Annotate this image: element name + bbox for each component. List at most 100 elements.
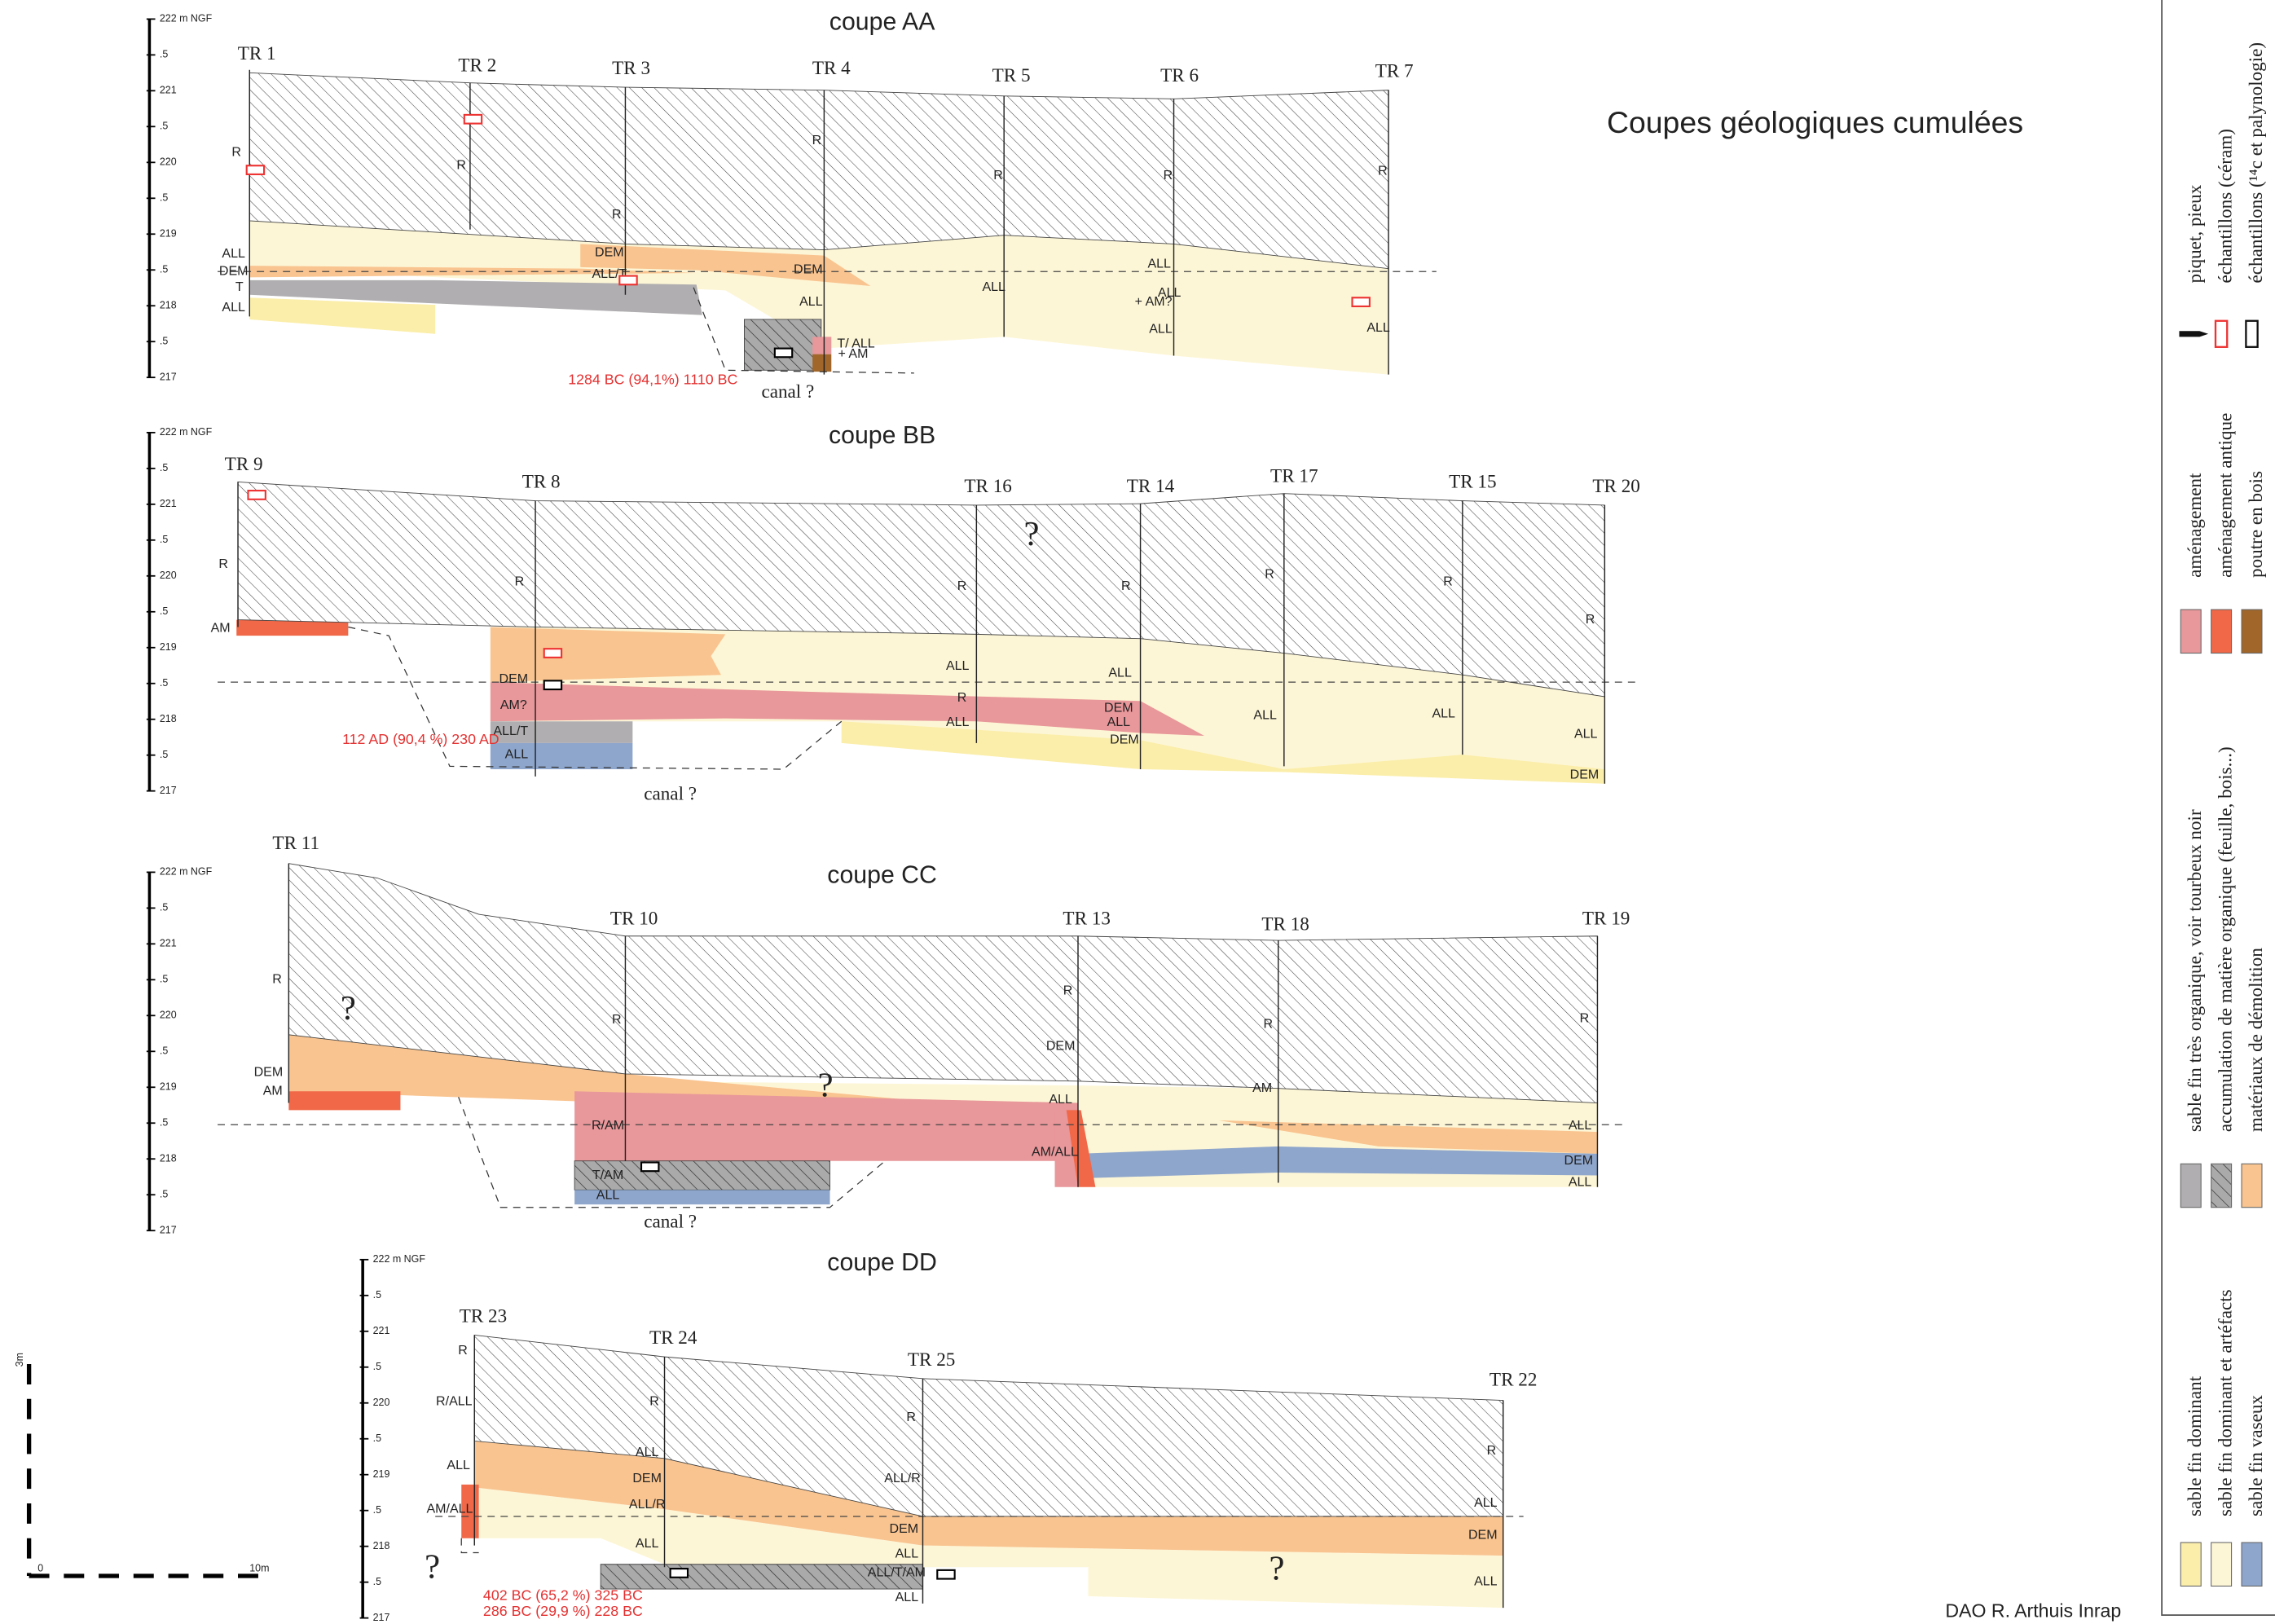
legend-label: échantillons (céram) <box>2216 129 2237 283</box>
layer <box>249 279 702 315</box>
layer-label: DEM <box>1564 1153 1594 1168</box>
sample <box>1351 297 1371 308</box>
layer-label: T/ ALL <box>837 336 874 350</box>
layer-label: ALL <box>895 1547 919 1561</box>
legend-label: matériaux de démolition <box>2246 948 2267 1132</box>
depth-label: .5 <box>373 1504 381 1516</box>
depth-label: .5 <box>160 974 168 985</box>
layer-label: DEM <box>1046 1038 1076 1053</box>
question-mark: ? <box>818 1067 834 1105</box>
trench-label: TR 7 <box>1375 61 1414 82</box>
layer <box>841 721 1605 784</box>
legend-swatch <box>2180 1163 2202 1208</box>
depth-label: 217 <box>373 1612 390 1623</box>
layer-label: DEM <box>499 671 529 686</box>
layer-label: ALL <box>1574 726 1598 741</box>
layer-label: ALL <box>636 1536 659 1551</box>
trench-label: TR 11 <box>272 833 319 854</box>
depth-label: .5 <box>373 1576 381 1587</box>
depth-label: .5 <box>160 1189 168 1200</box>
trench-label: TR 14 <box>1127 476 1175 497</box>
section-title: coupe DD <box>827 1249 937 1276</box>
layer-label: DEM <box>219 263 249 278</box>
layer-label: ALL/T/AM <box>868 1565 926 1580</box>
layer <box>288 1091 401 1111</box>
depth-label: .5 <box>160 605 168 617</box>
layer-label: ALL <box>1253 707 1277 722</box>
layer <box>1077 1146 1598 1179</box>
depth-label: 217 <box>160 372 177 383</box>
layer-label: R <box>906 1410 916 1424</box>
layer <box>249 220 1389 375</box>
layer-label: AM/ALL <box>426 1501 473 1516</box>
trench-label: TR 19 <box>1582 908 1630 929</box>
depth-label: 220 <box>160 1010 177 1021</box>
legend-label: échantillons (¹⁴c et palynologie) <box>2246 42 2267 284</box>
trench-label: TR 22 <box>1490 1370 1537 1391</box>
layer-label: R <box>649 1394 659 1409</box>
depth-label: 221 <box>160 938 177 949</box>
section-title: coupe AA <box>829 9 935 36</box>
layer-label: ALL <box>1474 1495 1498 1510</box>
sample <box>463 113 483 125</box>
depth-label: 221 <box>160 498 177 509</box>
legend-swatch <box>2241 609 2263 654</box>
layer-label: R <box>231 144 241 159</box>
layer-label: DEM <box>1104 700 1133 715</box>
sample <box>773 347 794 359</box>
trench-label: TR 9 <box>225 454 263 475</box>
section-title: coupe CC <box>827 862 937 889</box>
trench-label: TR 15 <box>1449 472 1496 493</box>
layer-label: DEM <box>632 1471 662 1485</box>
depth-label: 218 <box>160 1153 177 1164</box>
layer <box>744 319 822 371</box>
depth-label: .5 <box>373 1361 381 1372</box>
layer-label: R <box>812 133 822 147</box>
layer-label: R <box>1586 612 1595 627</box>
layer-label: ALL <box>982 279 1005 294</box>
depth-label: .5 <box>160 1117 168 1129</box>
trench-label: TR 1 <box>238 43 276 64</box>
depth-label: 220 <box>373 1397 390 1408</box>
question-mark: ? <box>425 1548 440 1587</box>
layer-label: R <box>456 157 466 172</box>
scale-end: 10m <box>249 1562 269 1573</box>
canal-note: canal ? <box>644 783 697 804</box>
depth-label: 220 <box>160 156 177 168</box>
layer-label: DEM <box>1468 1527 1498 1542</box>
depth-label: 219 <box>373 1468 390 1480</box>
legend-label: sable fin dominant <box>2185 1375 2206 1516</box>
depth-label: .5 <box>160 677 168 689</box>
layer-label: AM <box>263 1084 283 1098</box>
layer-label: R <box>1265 567 1274 582</box>
layer-label: ALL <box>1474 1573 1498 1588</box>
layer-label: ALL/T <box>493 724 528 738</box>
sample <box>618 275 638 286</box>
layer-label: DEM <box>595 244 624 259</box>
trench-label: TR 23 <box>460 1305 507 1327</box>
legend-label: aménagement <box>2185 473 2206 578</box>
layer-label: ALL <box>946 658 970 673</box>
depth-label: .5 <box>160 902 168 913</box>
depth-label: .5 <box>160 121 168 132</box>
layer <box>474 1441 1503 1556</box>
layer-label: ALL/R <box>629 1497 666 1512</box>
depth-label: 218 <box>160 713 177 724</box>
depth-label: 219 <box>160 641 177 653</box>
layer-label: ALL <box>447 1458 470 1472</box>
layer-label: R <box>515 574 525 589</box>
dating: 112 AD (90,4 %) 230 AD <box>342 731 499 747</box>
layer-label: DEM <box>1570 767 1600 781</box>
sample <box>543 680 563 691</box>
layer-label: DEM <box>254 1064 284 1079</box>
legend-swatch <box>2211 1163 2233 1208</box>
layer <box>812 354 832 372</box>
layer-label: ALL <box>222 300 245 315</box>
sample <box>669 1568 689 1578</box>
depth-label: 217 <box>160 1225 177 1236</box>
trench-label: TR 6 <box>1160 65 1199 86</box>
legend-label: sable fin vaseux <box>2246 1395 2267 1516</box>
sample <box>936 1569 956 1580</box>
depth-label: .5 <box>160 1045 168 1057</box>
layer-label: AM? <box>500 698 527 712</box>
